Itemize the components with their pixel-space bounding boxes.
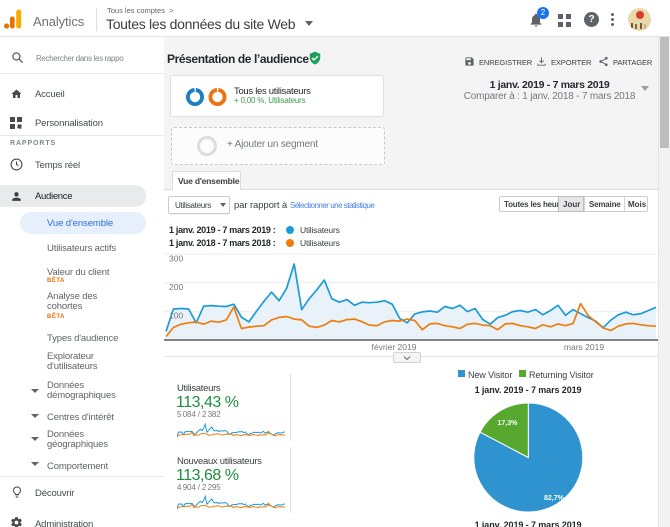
svg-text:300: 300 bbox=[169, 254, 183, 264]
svg-text:mars 2019: mars 2019 bbox=[564, 342, 604, 352]
svg-text:200: 200 bbox=[169, 282, 183, 292]
svg-text:82,7%: 82,7% bbox=[544, 495, 565, 502]
svg-text:100: 100 bbox=[169, 311, 183, 321]
svg-text:17,3%: 17,3% bbox=[498, 420, 519, 427]
svg-text:février 2019: février 2019 bbox=[372, 342, 417, 352]
